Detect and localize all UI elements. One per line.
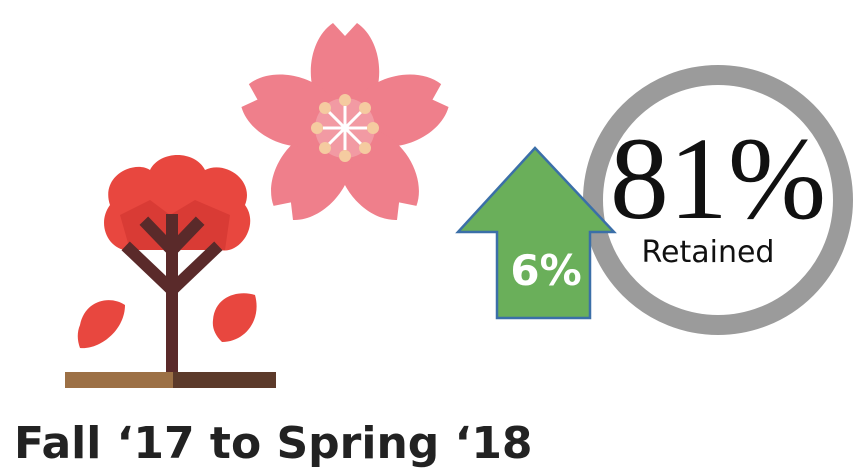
- increase-arrow: [455, 146, 617, 320]
- retained-value: 81%: [610, 113, 826, 244]
- change-value: 6%: [510, 246, 581, 295]
- caption: Fall ‘17 to Spring ‘18: [14, 418, 533, 469]
- retention-ring: [583, 65, 853, 335]
- blossom-icon: [241, 23, 449, 221]
- tree-icon: [65, 155, 276, 388]
- retained-label: Retained: [642, 235, 775, 270]
